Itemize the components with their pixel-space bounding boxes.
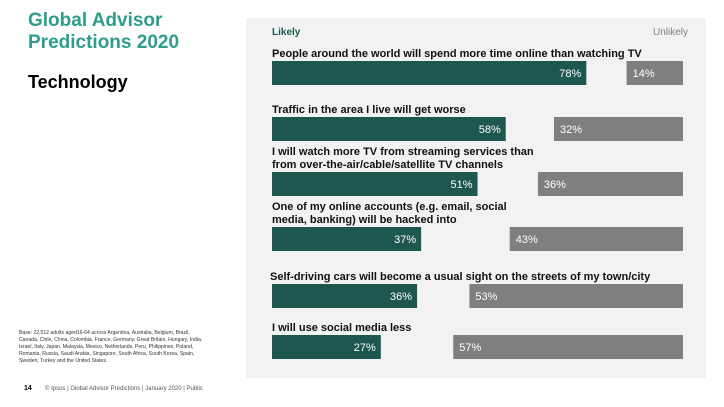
footer-text: © Ipsos | Global Advisor Predictions | J…	[45, 386, 203, 392]
bar-likely-label: 37%	[394, 234, 416, 246]
bar-unlikely-label: 14%	[633, 68, 655, 80]
statement-label: I will watch more TV from streaming serv…	[272, 146, 534, 158]
bar-unlikely-label: 43%	[516, 234, 538, 246]
statement-label: People around the world will spend more …	[272, 48, 642, 60]
bar-unlikely	[509, 227, 683, 251]
bar-unlikely-label: 36%	[544, 179, 566, 191]
statement-label: Self-driving cars will become a usual si…	[270, 271, 651, 283]
bar-unlikely-label: 57%	[459, 342, 481, 354]
bar-unlikely	[537, 172, 683, 196]
legend-likely: Likely	[272, 27, 301, 38]
bar-likely	[272, 172, 478, 196]
statement-label: from over-the-air/cable/satellite TV cha…	[272, 159, 503, 171]
statement-label: One of my online accounts (e.g. email, s…	[272, 201, 507, 213]
section-title: Technology	[28, 72, 128, 92]
page-number: 14	[24, 385, 32, 392]
report-title: Global Advisor Predictions 2020	[28, 10, 180, 53]
bar-unlikely-label: 32%	[560, 124, 582, 136]
bar-likely	[272, 61, 587, 85]
statement-label: I will use social media less	[272, 322, 411, 334]
bar-unlikely	[453, 335, 683, 359]
bar-likely	[272, 117, 506, 141]
bar-likely-label: 27%	[354, 342, 376, 354]
chart: Likely Unlikely People around the world wi…	[270, 27, 688, 359]
bar-unlikely	[469, 284, 683, 308]
bar-likely-label: 58%	[479, 124, 501, 136]
footer: 14 © Ipsos | Global Advisor Predictions …	[0, 385, 300, 397]
bar-likely-label: 36%	[390, 291, 412, 303]
chart-panel: Likely Unlikely People around the world wi…	[246, 18, 706, 378]
bar-likely	[272, 284, 418, 308]
statement-label: media, banking) will be hacked into	[272, 214, 457, 226]
base-note: Base: 22,512 adults aged16-64 across Arg…	[19, 330, 203, 364]
bar-likely-label: 51%	[450, 179, 472, 191]
bar-unlikely	[626, 61, 683, 85]
legend-unlikely: Unlikely	[653, 27, 688, 38]
statement-label: Traffic in the area I live will get wors…	[272, 104, 466, 116]
bar-likely	[272, 227, 422, 251]
bar-unlikely-label: 53%	[475, 291, 497, 303]
bar-likely-label: 78%	[559, 68, 581, 80]
bar-likely	[272, 335, 381, 359]
bar-unlikely	[554, 117, 683, 141]
